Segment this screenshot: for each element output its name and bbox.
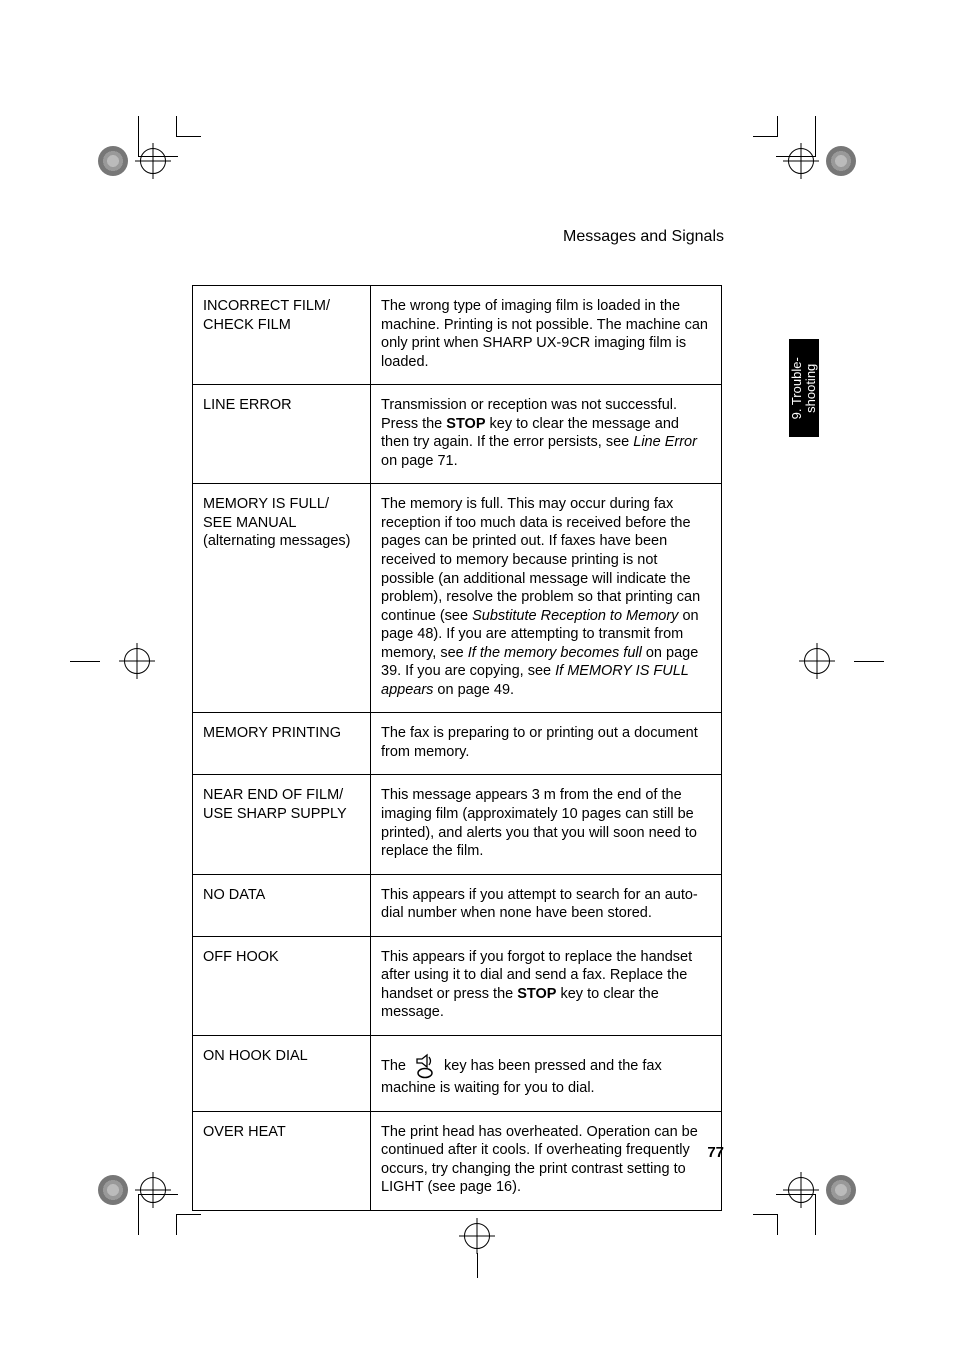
table-row: NO DATAThis appears if you attempt to se… — [193, 874, 722, 936]
message-name-cell: OVER HEAT — [193, 1111, 371, 1210]
message-desc-cell: The key has been pressed and the fax mac… — [371, 1035, 722, 1111]
message-name-cell: MEMORY PRINTING — [193, 713, 371, 775]
chapter-tab-label: 9. Trouble-shooting — [790, 357, 819, 419]
message-desc-cell: Transmission or reception was not succes… — [371, 385, 722, 484]
table-row: INCORRECT FILM/CHECK FILMThe wrong type … — [193, 286, 722, 385]
messages-table: INCORRECT FILM/CHECK FILMThe wrong type … — [192, 285, 722, 1211]
message-name-cell: NO DATA — [193, 874, 371, 936]
page-header-title: Messages and Signals — [563, 228, 724, 246]
table-row: OVER HEATThe print head has overheated. … — [193, 1111, 722, 1210]
message-name-cell: OFF HOOK — [193, 936, 371, 1035]
table-row: MEMORY IS FULL/SEE MANUAL(alternating me… — [193, 484, 722, 713]
table-row: ON HOOK DIALThe key has been pressed and… — [193, 1035, 722, 1111]
table-row: NEAR END OF FILM/USE SHARP SUPPLYThis me… — [193, 775, 722, 874]
message-desc-cell: The fax is preparing to or printing out … — [371, 713, 722, 775]
table-row: MEMORY PRINTINGThe fax is preparing to o… — [193, 713, 722, 775]
message-desc-cell: This appears if you forgot to replace th… — [371, 936, 722, 1035]
chapter-tab: 9. Trouble-shooting — [789, 339, 819, 437]
message-desc-cell: This appears if you attempt to search fo… — [371, 874, 722, 936]
message-desc-cell: The memory is full. This may occur durin… — [371, 484, 722, 713]
message-name-cell: ON HOOK DIAL — [193, 1035, 371, 1111]
message-name-cell: LINE ERROR — [193, 385, 371, 484]
message-name-cell: MEMORY IS FULL/SEE MANUAL(alternating me… — [193, 484, 371, 713]
page-number: 77 — [707, 1144, 724, 1161]
message-name-cell: INCORRECT FILM/CHECK FILM — [193, 286, 371, 385]
page: Messages and Signals 9. Trouble-shooting… — [0, 0, 954, 1351]
message-desc-cell: This message appears 3 m from the end of… — [371, 775, 722, 874]
table-row: OFF HOOKThis appears if you forgot to re… — [193, 936, 722, 1035]
table-row: LINE ERRORTransmission or reception was … — [193, 385, 722, 484]
message-name-cell: NEAR END OF FILM/USE SHARP SUPPLY — [193, 775, 371, 874]
message-desc-cell: The print head has overheated. Operation… — [371, 1111, 722, 1210]
message-desc-cell: The wrong type of imaging film is loaded… — [371, 286, 722, 385]
